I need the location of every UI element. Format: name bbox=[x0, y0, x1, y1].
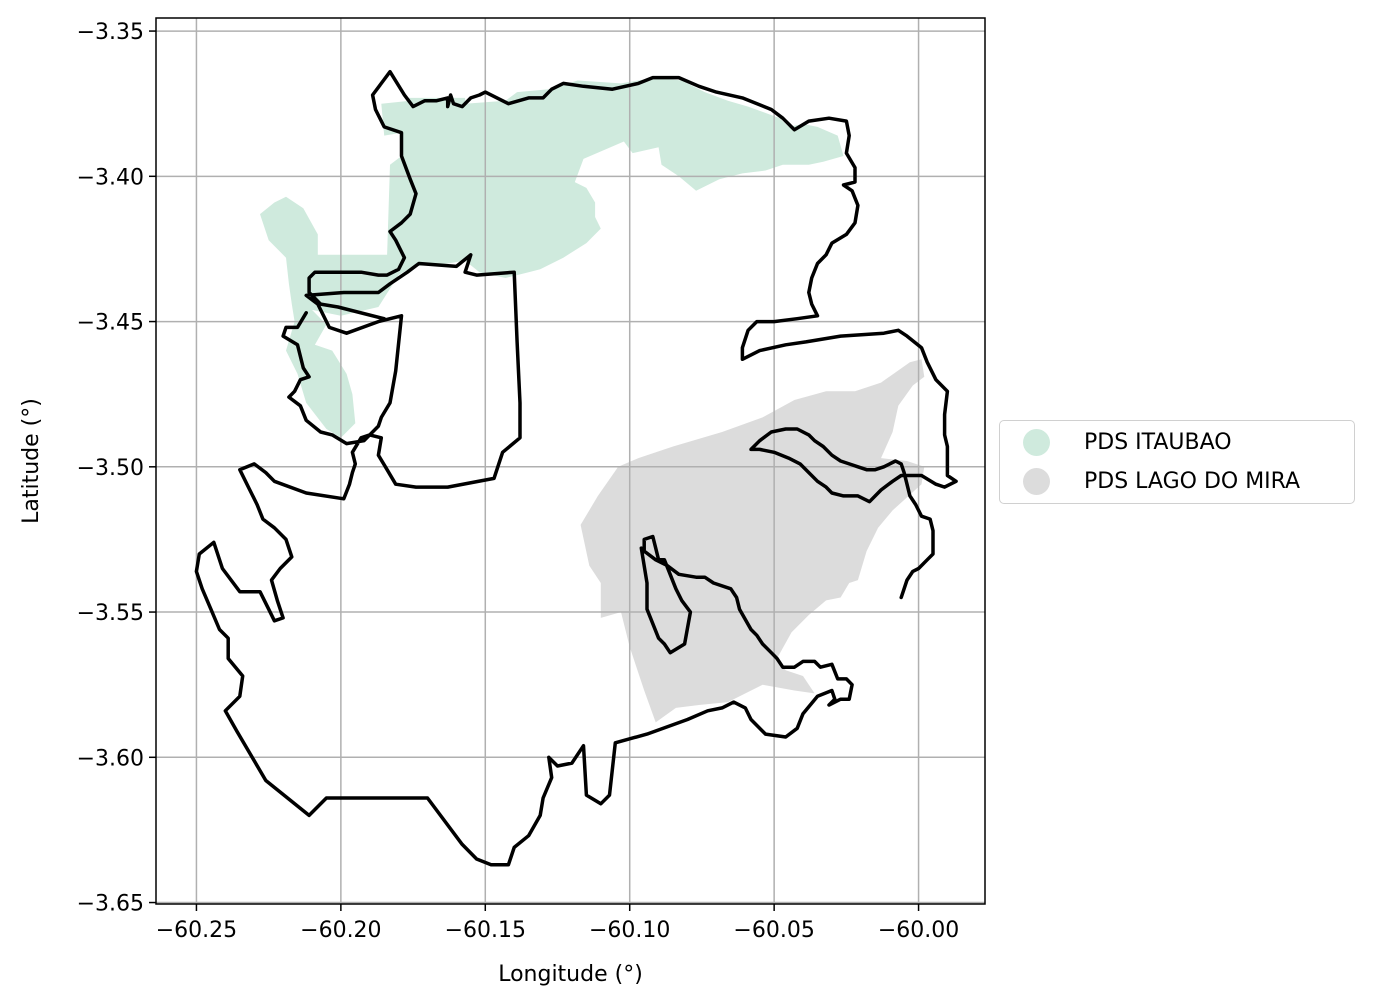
boundary-outline bbox=[307, 69, 958, 600]
x-tick-label: −60.20 bbox=[300, 918, 381, 943]
legend-swatch-lago-do-mira bbox=[1023, 467, 1050, 495]
y-tick-label: −3.40 bbox=[77, 165, 144, 190]
x-tick-label: −60.15 bbox=[445, 918, 526, 943]
legend-swatch-itaubao bbox=[1023, 428, 1050, 456]
legend-item-itaubao: PDS ITAUBAO bbox=[1000, 427, 1232, 457]
x-axis-label: Longitude (°) bbox=[498, 962, 643, 987]
x-axis-ticks: −60.25 −60.20 −60.15 −60.10 −60.05 −60.00 bbox=[156, 904, 959, 943]
boundary-outlines bbox=[194, 69, 958, 867]
y-tick-label: −3.45 bbox=[77, 311, 144, 336]
y-tick-label: −3.35 bbox=[77, 20, 144, 45]
y-axis-ticks: −3.35 −3.40 −3.45 −3.50 −3.55 −3.60 −3.65 bbox=[77, 20, 156, 917]
boundary-outline bbox=[194, 253, 854, 867]
legend-label-lago-do-mira: PDS LAGO DO MIRA bbox=[1084, 468, 1301, 494]
y-tick-label: −3.65 bbox=[77, 892, 144, 917]
x-tick-label: −60.05 bbox=[733, 918, 814, 943]
axes-frame bbox=[155, 17, 986, 905]
grid-lines bbox=[156, 18, 985, 904]
x-tick-label: −60.00 bbox=[878, 918, 959, 943]
y-axis-label: Latitude (°) bbox=[19, 398, 44, 524]
x-tick-label: −60.10 bbox=[589, 918, 670, 943]
legend-label-itaubao: PDS ITAUBAO bbox=[1084, 429, 1232, 455]
legend-item-lago-do-mira: PDS LAGO DO MIRA bbox=[1000, 466, 1300, 496]
x-tick-label: −60.25 bbox=[156, 918, 237, 943]
y-tick-label: −3.55 bbox=[77, 601, 144, 626]
y-tick-label: −3.60 bbox=[77, 746, 144, 771]
region-fill-pds-lago-do-mira bbox=[580, 359, 925, 723]
y-tick-label: −3.50 bbox=[77, 456, 144, 481]
legend: PDS ITAUBAO PDS LAGO DO MIRA bbox=[999, 420, 1355, 504]
